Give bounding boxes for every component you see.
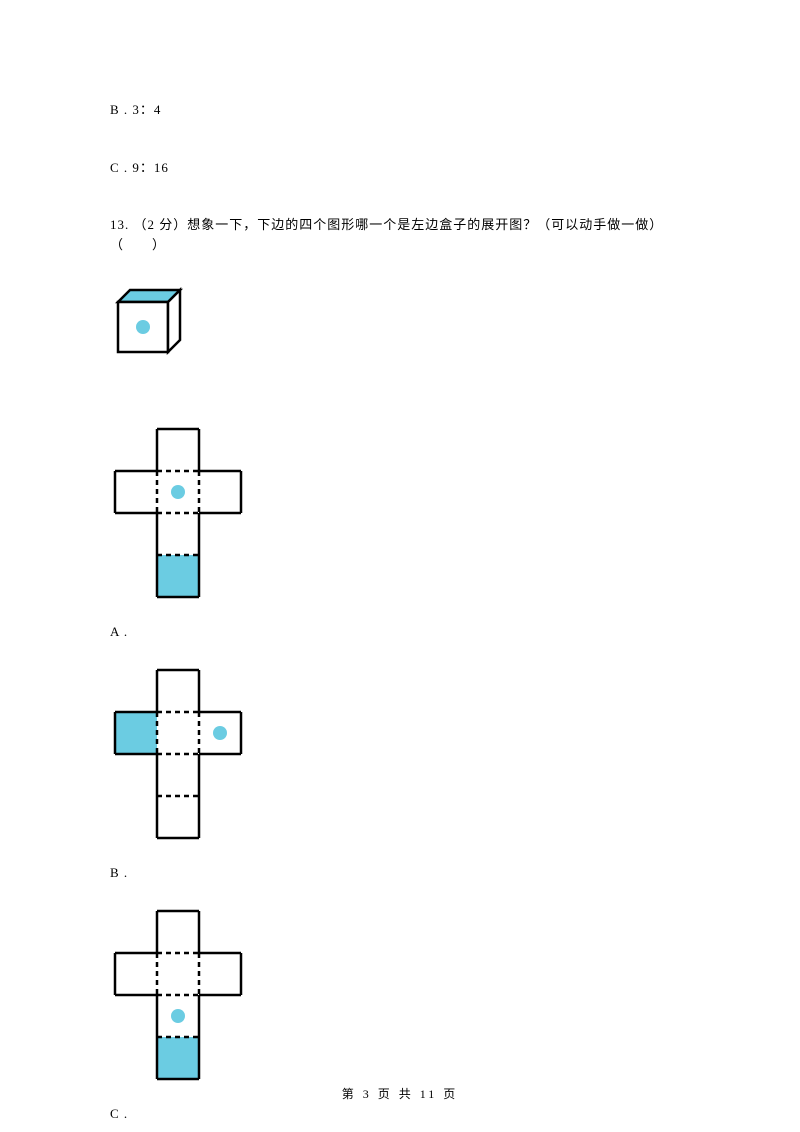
option-a-label: A . bbox=[110, 624, 690, 640]
q13-points: （2 分） bbox=[134, 217, 188, 232]
page-footer: 第 3 页 共 11 页 bbox=[0, 1085, 800, 1102]
net-b-diagram bbox=[110, 665, 690, 855]
q13-number: 13. bbox=[110, 217, 129, 232]
net-a-diagram bbox=[110, 424, 690, 614]
net-c-diagram bbox=[110, 906, 690, 1096]
option-b-label: B . bbox=[110, 865, 690, 881]
cube-diagram bbox=[110, 284, 690, 364]
option-c-prev-text: C . 9：16 bbox=[110, 158, 690, 178]
option-b-text: B . 3：4 bbox=[110, 100, 690, 120]
q13-text: 想象一下，下边的四个图形哪一个是左边盒子的展开图？（可以动手做一做）（ ） bbox=[110, 217, 663, 252]
option-c-label: C . bbox=[110, 1106, 690, 1122]
question-13: 13. （2 分）想象一下，下边的四个图形哪一个是左边盒子的展开图？（可以动手做… bbox=[110, 215, 690, 254]
